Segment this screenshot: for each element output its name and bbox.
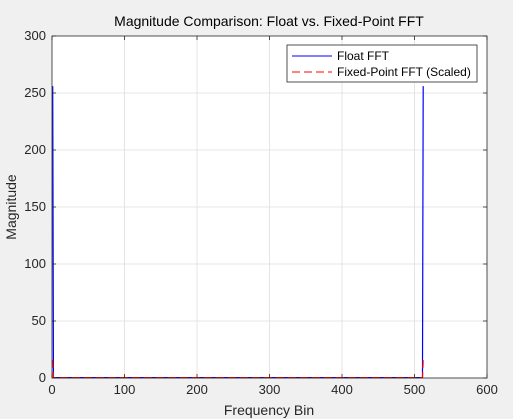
y-tick-label: 50 [32,313,46,328]
x-tick-label: 300 [259,382,281,397]
y-axis-label: Magnitude [3,174,19,240]
x-tick-label: 200 [186,382,208,397]
y-tick-label: 0 [39,370,46,385]
legend: Float FFT Fixed-Point FFT (Scaled) [286,44,478,83]
series-line-fixed-point-fft [52,359,424,379]
y-tick-label: 150 [24,199,46,214]
x-tick-label: 600 [476,382,498,397]
x-tick-label: 0 [48,382,55,397]
legend-box [286,44,478,83]
legend-label-float-fft: Float FFT [337,49,390,63]
chart-title: Magnitude Comparison: Float vs. Fixed-Po… [114,13,424,29]
legend-label-fixed-point-fft: Fixed-Point FFT (Scaled) [337,65,471,79]
y-tick-label: 200 [24,142,46,157]
y-tick-label: 100 [24,256,46,271]
grid [52,36,487,378]
x-axis-label: Frequency Bin [224,402,314,418]
y-ticks: 0 50 100 150 200 250 300 [24,28,487,385]
x-tick-label: 500 [404,382,426,397]
y-tick-label: 300 [24,28,46,43]
y-tick-label: 250 [24,85,46,100]
x-tick-label: 400 [331,382,353,397]
x-tick-label: 100 [114,382,136,397]
x-ticks: 0 100 200 300 400 500 600 [48,36,498,397]
